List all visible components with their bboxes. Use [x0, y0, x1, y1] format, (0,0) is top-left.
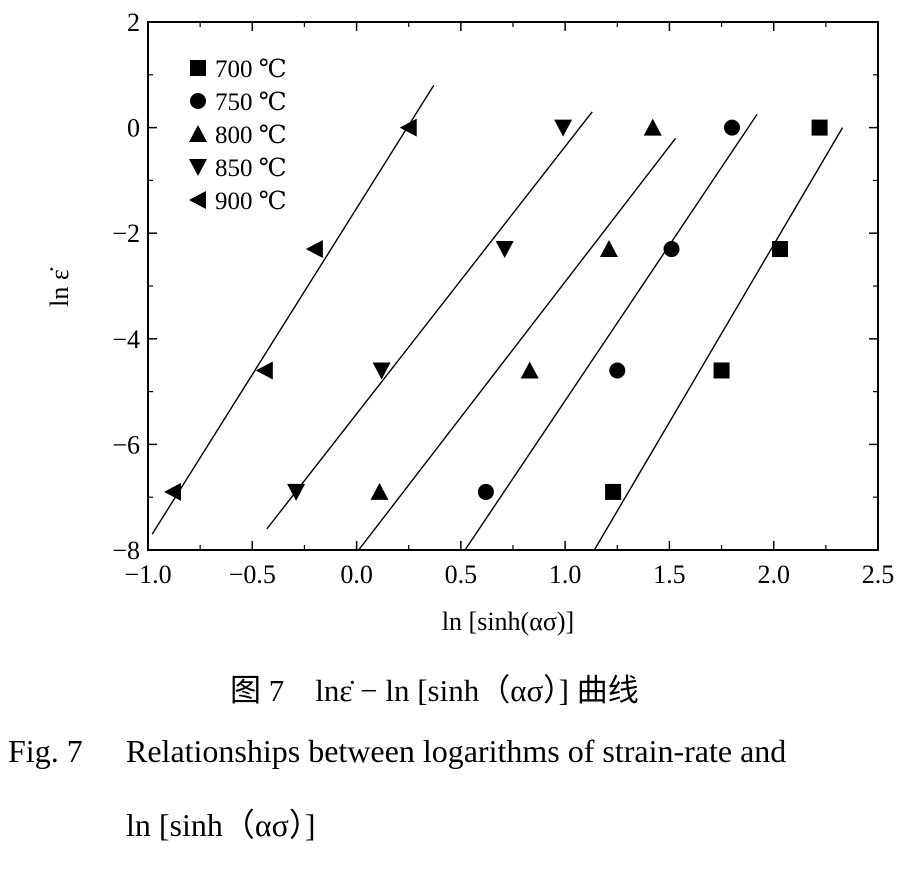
- y-axis-label: ln ε̇: [45, 267, 74, 307]
- y-tick-label: −6: [112, 430, 140, 459]
- figure-caption-cn: 图 7 lnε̇ − ln [sinh（ασ）] 曲线: [230, 673, 639, 708]
- legend-label: 700 ℃: [215, 56, 287, 83]
- data-point-700: [605, 483, 622, 500]
- chart: −1.0 −0.5 0.0 0.5 1.0 1.5 2.0 2.5 2 0 −2 −4 −6 −8 700…: [45, 8, 894, 636]
- y-tick-label: 0: [127, 114, 140, 143]
- figure-number: Fig. 7: [8, 733, 83, 769]
- legend-marker: [190, 93, 206, 109]
- data-point-850: [495, 241, 514, 259]
- data-points: [164, 118, 828, 501]
- x-tick-label: 0.5: [445, 560, 478, 589]
- legend-label: 900 ℃: [215, 188, 287, 215]
- data-point-900: [305, 240, 323, 259]
- legend-label: 850 ℃: [215, 155, 287, 182]
- data-point-750: [477, 483, 494, 500]
- x-tick-label: 2.5: [862, 560, 895, 589]
- y-tick-label: −8: [112, 536, 140, 565]
- legend-marker: [190, 60, 206, 76]
- legend-marker: [189, 159, 207, 176]
- fit-line-850: [266, 111, 593, 530]
- data-point-850: [287, 483, 306, 501]
- data-point-900: [399, 118, 417, 137]
- data-point-800: [520, 361, 539, 379]
- data-point-750: [724, 119, 740, 136]
- x-axis-label: ln [sinh(ασ)]: [442, 607, 574, 636]
- data-point-850: [372, 362, 391, 380]
- data-point-700: [771, 241, 788, 258]
- fit-line-800: [358, 137, 677, 551]
- figure-caption-en: Fig. 7 Relationships between logarithms o…: [8, 733, 786, 770]
- fit-lines: [151, 84, 844, 551]
- x-tick-label: 0.0: [340, 560, 373, 589]
- x-tick-label: 1.5: [653, 560, 686, 589]
- legend-label: 750 ℃: [215, 89, 287, 116]
- y-tick-label: −4: [112, 325, 140, 354]
- legend-marker: [189, 191, 206, 209]
- x-tick-label: 1.0: [549, 560, 582, 589]
- fit-line-700: [593, 127, 844, 551]
- data-point-900: [164, 482, 182, 501]
- x-tick-label: −1.0: [124, 560, 171, 589]
- x-tick-label: −0.5: [229, 560, 276, 589]
- y-tick-label: −2: [112, 219, 140, 248]
- fit-line-750: [464, 114, 758, 551]
- data-point-750: [609, 362, 626, 379]
- plot-axes: −1.0 −0.5 0.0 0.5 1.0 1.5 2.0 2.5 2 0 −2 −4 −6 −8: [112, 8, 894, 589]
- legend: 700 ℃ 750 ℃ 800 ℃ 850 ℃ 900 ℃: [189, 56, 287, 215]
- data-point-800: [599, 240, 618, 258]
- figure-caption-en-line2: ln [sinh（ασ）]: [126, 807, 316, 843]
- data-point-800: [370, 482, 389, 500]
- data-point-750: [663, 241, 680, 258]
- data-point-700: [811, 119, 828, 136]
- data-point-900: [255, 361, 273, 380]
- legend-marker: [189, 125, 207, 142]
- data-point-700: [713, 362, 730, 379]
- legend-label: 800 ℃: [215, 122, 287, 149]
- x-tick-label: 2.0: [757, 560, 790, 589]
- figure-caption-en-line1: Relationships between logarithms of stra…: [126, 733, 787, 769]
- y-tick-label: 2: [127, 8, 140, 37]
- data-point-850: [554, 119, 573, 137]
- data-point-800: [643, 118, 662, 136]
- fit-line-900: [151, 84, 435, 535]
